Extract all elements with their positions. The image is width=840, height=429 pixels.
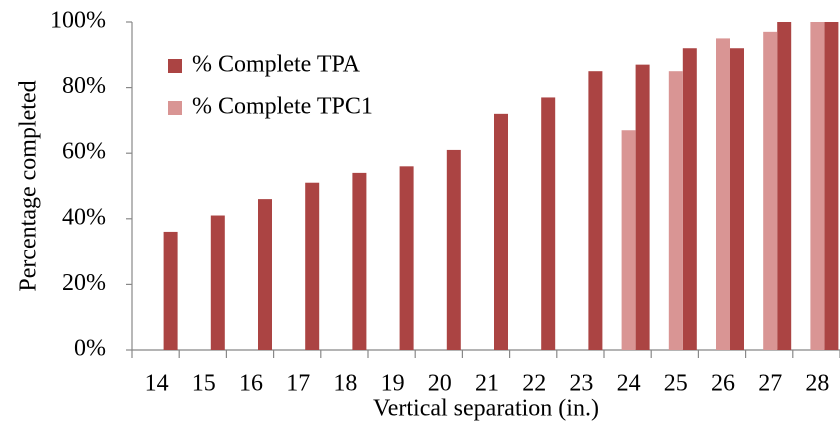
- bar: [716, 38, 730, 351]
- x-tick-label: 15: [192, 371, 216, 397]
- legend-label: % Complete TPC1: [192, 94, 373, 120]
- x-tick-label: 23: [569, 371, 593, 397]
- y-tick-label: 60%: [62, 139, 106, 165]
- x-tick-label: 17: [286, 371, 310, 397]
- legend-label: % Complete TPA: [192, 52, 361, 78]
- bar: [668, 71, 683, 350]
- y-tick-label: 20%: [62, 270, 106, 296]
- bar: [621, 130, 636, 350]
- x-axis-label: Vertical separation (in.): [373, 396, 599, 422]
- bar: [541, 97, 556, 350]
- x-tick-label: 26: [711, 371, 735, 397]
- x-tick-label: 14: [145, 371, 169, 397]
- legend-swatch: [168, 101, 182, 115]
- bar: [352, 172, 367, 350]
- x-tick-label: 27: [758, 371, 782, 397]
- bar: [446, 149, 461, 350]
- bar: [682, 48, 697, 351]
- x-tick-label: 19: [381, 371, 405, 397]
- x-tick-label: 24: [617, 371, 641, 397]
- bar: [777, 22, 792, 350]
- bar: [210, 215, 225, 350]
- y-tick-label: 80%: [62, 73, 106, 99]
- y-tick-label: 40%: [62, 204, 106, 230]
- x-tick-label: 18: [333, 371, 357, 397]
- x-tick-label: 25: [664, 371, 688, 397]
- bar: [258, 199, 272, 350]
- x-tick-label: 21: [475, 371, 499, 397]
- bar: [305, 182, 320, 350]
- bar: [810, 22, 825, 350]
- bar: [635, 64, 650, 350]
- x-tick-label: 20: [428, 371, 452, 397]
- bar: [399, 166, 414, 350]
- bar: [730, 48, 744, 351]
- y-axis-label: Percentage completed: [16, 80, 42, 291]
- x-tick-label: 16: [239, 371, 263, 397]
- bar: [763, 31, 778, 351]
- x-tick-label: 22: [522, 371, 546, 397]
- legend-swatch: [168, 59, 182, 73]
- bar: [824, 22, 839, 350]
- y-tick-label: 100%: [50, 8, 106, 34]
- bar: [494, 113, 508, 350]
- bar: [588, 71, 603, 350]
- y-tick-label: 0%: [74, 336, 106, 362]
- x-tick-label: 28: [805, 371, 829, 397]
- bar: [163, 231, 178, 350]
